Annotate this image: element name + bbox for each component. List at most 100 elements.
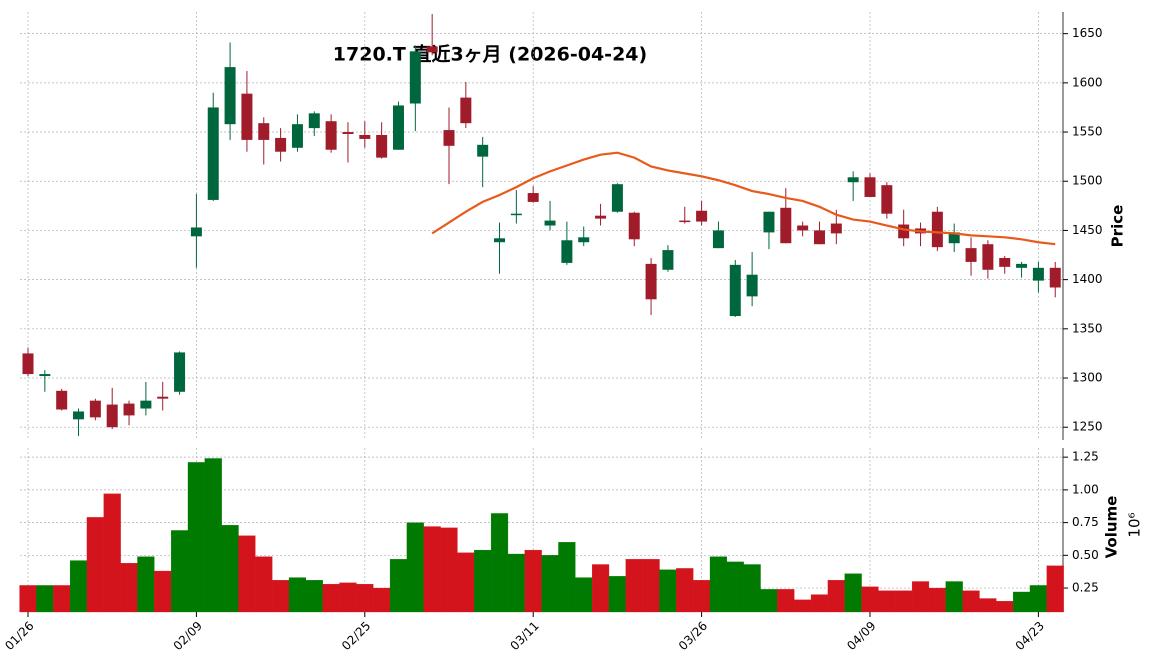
volume-bar (69, 560, 88, 613)
x-tick-label: 04/23 (1013, 619, 1047, 653)
volume-bar (709, 556, 728, 613)
x-tick-label: 02/25 (339, 619, 373, 653)
volume-bar (86, 517, 104, 613)
volume-bar (524, 549, 542, 613)
volume-bar (120, 563, 138, 613)
candle-body (1049, 267, 1061, 288)
volume-bar (726, 561, 744, 613)
volume-bar (1012, 591, 1031, 613)
volume-bar (591, 564, 610, 613)
candle-body (864, 177, 876, 197)
x-tick-label: 04/09 (844, 619, 878, 653)
y-tick-label: 1.25 (1072, 450, 1099, 464)
candle-body (645, 263, 657, 300)
candle-body (544, 220, 556, 226)
volume-bar (743, 564, 761, 613)
candle-body (22, 353, 34, 375)
volume-bar (844, 573, 862, 613)
candle-body (763, 211, 775, 233)
y-tick-label: 1600 (1072, 75, 1103, 89)
volume-bar (322, 583, 340, 613)
volume-bar (255, 556, 273, 613)
volume-bar (288, 577, 307, 613)
candle-body (628, 212, 640, 240)
volume-bar (575, 577, 593, 613)
candle-body (611, 184, 623, 212)
candle-body (241, 93, 253, 140)
volume-bar (608, 576, 626, 613)
candle-body (982, 244, 994, 270)
candle-body (494, 238, 506, 243)
candle-body (409, 51, 421, 104)
volume-bar (373, 587, 391, 613)
volume-bar (406, 522, 424, 613)
volume-bar (861, 586, 879, 613)
volume-bar (457, 552, 475, 613)
volume-bar (339, 582, 357, 613)
volume-bar (979, 598, 997, 613)
candle-body (291, 124, 303, 148)
candle-body (443, 130, 455, 146)
y-tick-label: 1650 (1072, 26, 1103, 40)
volume-bar (541, 555, 559, 613)
y-tick-label: 1550 (1072, 125, 1103, 139)
candle-body (510, 213, 522, 216)
candle-body (578, 237, 590, 243)
x-tick-label: 01/26 (2, 619, 36, 653)
candle-body (780, 207, 792, 244)
volume-bar (996, 600, 1014, 613)
volume-bar (1046, 565, 1064, 613)
volume-bar (1029, 585, 1047, 613)
candle-body (174, 352, 186, 392)
volume-bar (760, 589, 778, 613)
y-tick-label: 0.25 (1072, 581, 1099, 595)
candle-body (157, 396, 169, 399)
volume-bar (204, 458, 222, 613)
candle-body (342, 132, 354, 135)
y-tick-label: 1450 (1072, 223, 1103, 237)
candle-body (56, 390, 68, 410)
candle-body (426, 46, 438, 53)
volume-bar (810, 594, 829, 613)
volume-bar (187, 462, 205, 613)
candle-body (325, 121, 337, 150)
candle-body (527, 193, 539, 202)
volume-bar (36, 585, 54, 613)
candle-body (106, 404, 118, 428)
candle-body (1032, 267, 1044, 281)
candle-body (89, 400, 101, 418)
volume-bar (777, 589, 795, 613)
volume-bar (676, 568, 694, 613)
volume-bar (659, 569, 677, 613)
candle-body (931, 211, 943, 248)
candle-body (746, 274, 758, 297)
candle-body (595, 215, 607, 219)
y-tick-label: 0.75 (1072, 515, 1099, 529)
volume-bar (474, 549, 492, 613)
candle-body (190, 227, 202, 237)
y-tick-label: 1500 (1072, 174, 1103, 188)
volume-bar (490, 513, 509, 613)
candle-body (679, 220, 691, 223)
candle-body (39, 374, 51, 377)
volume-bar (945, 581, 963, 613)
volume-bar (794, 599, 812, 613)
candle-body (797, 225, 809, 231)
y-tick-label: 1350 (1072, 321, 1103, 335)
volume-bar (238, 535, 256, 613)
volume-bar (558, 542, 576, 613)
candle-body (477, 144, 489, 157)
volume-bar (305, 580, 323, 613)
candle-body (662, 250, 674, 270)
volume-bar (221, 525, 239, 613)
volume-bar (693, 580, 711, 613)
candle-body (258, 123, 270, 140)
candle-body (73, 411, 85, 420)
volume-bar (272, 580, 290, 613)
volume-bar (154, 570, 172, 613)
volume-bar (642, 559, 660, 613)
volume-bar (911, 581, 930, 613)
volume-bar (53, 585, 71, 613)
y-tick-label: 1.00 (1072, 482, 1099, 496)
